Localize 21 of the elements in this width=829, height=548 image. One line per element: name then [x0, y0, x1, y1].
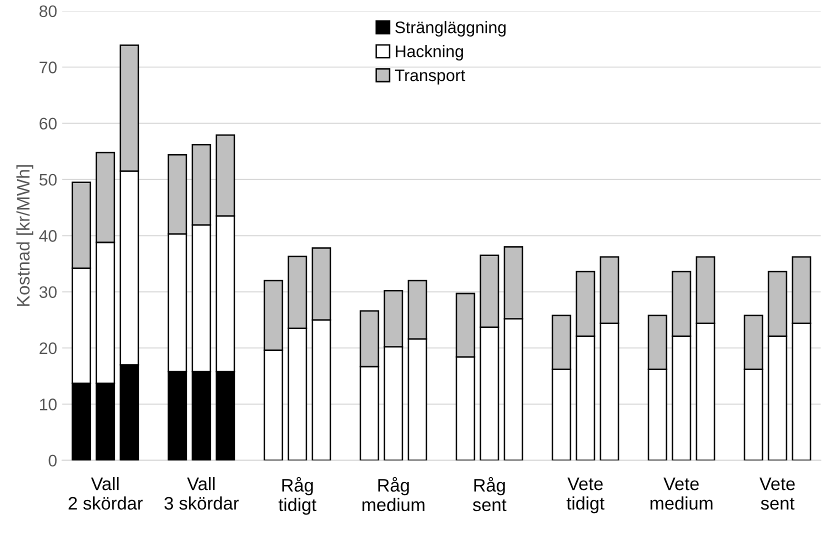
legend-label: Transport — [394, 70, 466, 84]
x-tick-label: Råg medium — [362, 476, 424, 512]
y-tick-label: 60 — [40, 118, 57, 130]
y-tick-label: 30 — [39, 286, 57, 298]
y-tick-label: 40 — [39, 230, 57, 242]
y-tick-label: 20 — [40, 342, 57, 354]
legend-label: Strängläggning — [395, 21, 506, 37]
x-tick-label: Vall 2 skördar — [68, 476, 143, 510]
x-tick-label: Vete tidigt — [566, 478, 604, 514]
x-tick-label: Råg sent — [472, 476, 506, 512]
y-tick-label: 80 — [40, 5, 57, 18]
x-tick-label: Vall 3 skördar — [164, 476, 239, 510]
x-tick-label: Vete sent — [760, 478, 795, 510]
y-axis-title: Kostnad [kr/MWh] — [16, 165, 34, 306]
y-tick-label: 0 — [48, 454, 57, 467]
x-tick-label: Råg tidigt — [278, 476, 316, 515]
y-tick-label: 10 — [40, 398, 57, 410]
y-tick-label: 70 — [40, 62, 57, 74]
x-tick-label: Vete medium — [650, 478, 712, 510]
y-tick-label: 50 — [39, 174, 57, 186]
legend-label: Hackning — [396, 45, 463, 61]
